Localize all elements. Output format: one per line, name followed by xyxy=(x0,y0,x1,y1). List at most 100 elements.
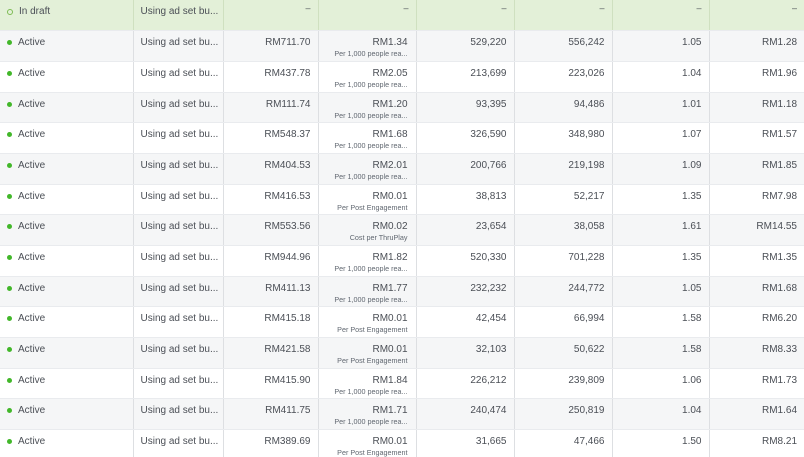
status-text: Active xyxy=(18,221,46,233)
amount-spent-cell: RM437.78 xyxy=(223,61,319,93)
cost-per-result-label: Per Post Engagement xyxy=(337,356,408,366)
table-row[interactable]: Active Using ad set bu... RM404.53 RM2.01 Pe… xyxy=(0,153,804,185)
frequency: 1.35 xyxy=(682,190,702,202)
amount-spent: RM389.69 xyxy=(264,436,311,448)
budget-text: Using ad set bu... xyxy=(140,37,219,49)
cpm: RM7.98 xyxy=(761,190,797,202)
table-row[interactable]: Active Using ad set bu... RM553.56 RM0.02 Co… xyxy=(0,214,804,246)
table-row[interactable]: Active Using ad set bu... RM415.90 RM1.84 Pe… xyxy=(0,368,804,400)
reach: 520,330 xyxy=(470,252,507,263)
impressions: 66,994 xyxy=(573,313,605,325)
cost-per-result-label: Per 1,000 people rea... xyxy=(334,79,408,89)
table-row[interactable]: Active Using ad set bu... RM411.13 RM1.77 Pe… xyxy=(0,276,804,308)
impressions: 250,819 xyxy=(568,405,605,417)
active-status-dot-icon xyxy=(7,40,12,46)
reach-cell: 23,654 xyxy=(416,214,515,246)
table-row[interactable]: Active Using ad set bu... RM416.53 RM0.01 Pe… xyxy=(0,184,804,216)
placeholder-dash: – xyxy=(305,3,311,13)
cost-per-result: RM2.01 xyxy=(372,159,408,171)
impressions-cell: 701,228 xyxy=(514,245,613,277)
amount-spent-cell: RM389.69 xyxy=(223,429,319,457)
status-cell: Active xyxy=(0,92,134,124)
reach: 93,395 xyxy=(475,98,507,110)
placeholder-cell: – xyxy=(514,0,613,32)
frequency-cell: 1.01 xyxy=(612,92,710,124)
budget-text: Using ad set bu... xyxy=(140,221,219,233)
budget-cell: Using ad set bu... xyxy=(133,368,224,400)
impressions-cell: 348,980 xyxy=(514,122,613,154)
cost-per-result-label: Per Post Engagement xyxy=(337,448,408,457)
table-row[interactable]: Active Using ad set bu... RM411.75 RM1.71 Pe… xyxy=(0,398,804,431)
cost-per-result-cell: RM1.68 Per 1,000 people rea... xyxy=(318,122,417,154)
table-row[interactable]: Active Using ad set bu... RM111.74 RM1.20 Pe… xyxy=(0,92,804,124)
reach-cell: 232,232 xyxy=(416,276,515,308)
reach: 226,212 xyxy=(470,374,507,386)
amount-spent: RM553.56 xyxy=(264,221,311,233)
budget-cell: Using ad set bu... xyxy=(133,398,224,431)
reach-cell: 38,813 xyxy=(416,184,515,216)
cpm-cell: RM1.64 xyxy=(709,398,804,431)
placeholder-cell: – xyxy=(318,0,417,32)
budget-text: Using ad set bu... xyxy=(140,252,219,263)
amount-spent-cell: RM944.96 xyxy=(223,245,319,277)
placeholder-cell: – xyxy=(709,0,804,32)
table-row[interactable]: Active Using ad set bu... RM437.78 RM2.05 Pe… xyxy=(0,61,804,93)
budget-text: Using ad set bu... xyxy=(140,374,219,386)
cpm: RM1.35 xyxy=(761,252,797,263)
budget-text: Using ad set bu... xyxy=(140,98,219,110)
frequency-cell: 1.58 xyxy=(612,337,710,369)
placeholder-dash: – xyxy=(791,3,797,13)
cpm: RM6.20 xyxy=(761,313,797,325)
cost-per-result-label: Cost per ThruPlay xyxy=(349,233,408,243)
amount-spent-cell: RM416.53 xyxy=(223,184,319,216)
table-row[interactable]: Active Using ad set bu... RM389.69 RM0.01 Pe… xyxy=(0,429,804,457)
active-status-dot-icon xyxy=(7,101,12,107)
amount-spent-cell: RM411.75 xyxy=(223,398,319,431)
cost-per-result-cell: RM0.01 Per Post Engagement xyxy=(318,429,417,457)
amount-spent-cell: RM415.90 xyxy=(223,368,319,400)
cpm-cell: RM1.96 xyxy=(709,61,804,93)
cost-per-result: RM0.01 xyxy=(372,436,408,448)
reach-cell: 240,474 xyxy=(416,398,515,431)
cost-per-result: RM1.68 xyxy=(372,129,408,141)
status-text: Active xyxy=(18,129,46,141)
reach: 200,766 xyxy=(470,159,507,171)
status-text: Active xyxy=(18,37,46,49)
table-row[interactable]: Active Using ad set bu... RM548.37 RM1.68 Pe… xyxy=(0,122,804,154)
table-row-draft[interactable]: In draft Using ad set bu... – – – – – – xyxy=(0,0,804,32)
frequency-cell: 1.04 xyxy=(612,61,710,93)
amount-spent: RM111.74 xyxy=(265,98,311,110)
impressions-cell: 239,809 xyxy=(514,368,613,400)
frequency-cell: 1.05 xyxy=(612,276,710,308)
reach: 232,232 xyxy=(470,282,507,294)
status-text: Active xyxy=(18,313,46,325)
reach: 326,590 xyxy=(470,129,507,141)
cpm-cell: RM6.20 xyxy=(709,306,804,339)
amount-spent: RM711.70 xyxy=(265,37,311,49)
status-cell: Active xyxy=(0,30,134,62)
placeholder-cell: – xyxy=(416,0,515,32)
cost-per-result-label: Per 1,000 people rea... xyxy=(334,264,408,273)
placeholder-cell: – xyxy=(223,0,319,32)
amount-spent-cell: RM553.56 xyxy=(223,214,319,246)
impressions-cell: 52,217 xyxy=(514,184,613,216)
budget-text: Using ad set bu... xyxy=(140,67,219,79)
reach: 38,813 xyxy=(475,190,507,202)
cost-per-result-label: Per 1,000 people rea... xyxy=(334,171,408,181)
active-status-dot-icon xyxy=(7,316,12,322)
table-row[interactable]: Active Using ad set bu... RM415.18 RM0.01 Pe… xyxy=(0,306,804,339)
budget-cell: Using ad set bu... xyxy=(133,337,224,369)
reach-cell: 93,395 xyxy=(416,92,515,124)
table-row[interactable]: Active Using ad set bu... RM421.58 RM0.01 Pe… xyxy=(0,337,804,369)
table-row[interactable]: Active Using ad set bu... RM711.70 RM1.34 Pe… xyxy=(0,30,804,62)
placeholder-dash: – xyxy=(599,3,605,13)
status-text: In draft xyxy=(19,6,51,17)
cpm-cell: RM7.98 xyxy=(709,184,804,216)
cost-per-result-label: Per 1,000 people rea... xyxy=(334,294,408,304)
reach: 42,454 xyxy=(475,313,507,325)
cost-per-result-cell: RM1.84 Per 1,000 people rea... xyxy=(318,368,417,400)
table-row[interactable]: Active Using ad set bu... RM944.96 RM1.82 Pe… xyxy=(0,245,804,277)
frequency: 1.61 xyxy=(682,221,702,233)
status-text: Active xyxy=(18,374,46,386)
